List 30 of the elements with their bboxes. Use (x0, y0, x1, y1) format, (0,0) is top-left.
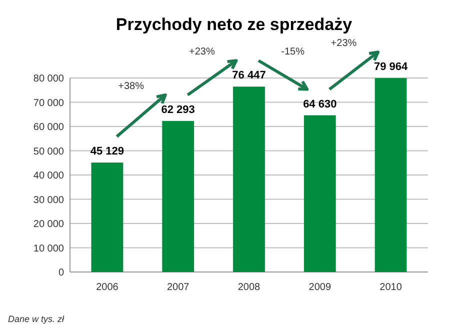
bar (91, 162, 124, 272)
bar (233, 86, 265, 272)
text: +23% (189, 46, 215, 58)
y-tick-label: 60 000 (33, 122, 64, 133)
y-tick-label: 30 000 (33, 194, 64, 206)
data-label: 45 129 (90, 146, 124, 158)
y-tick-label: 40 000 (33, 170, 64, 182)
bar (304, 115, 336, 272)
data-label: 76 447 (232, 70, 266, 82)
annotation: +38% (118, 80, 144, 92)
y-tick-label: 0 (58, 268, 64, 278)
y-tick-label: 20 000 (33, 219, 64, 230)
y-tick-label: 10 000 (33, 243, 64, 254)
data-label: 79 964 (374, 61, 408, 74)
bar (374, 78, 407, 272)
text: +23% (330, 38, 357, 50)
bar (162, 120, 194, 272)
y-tick-label: 80 000 (33, 74, 64, 84)
text: -15% (281, 46, 305, 58)
y-tick-label: 50 000 (33, 146, 64, 158)
x-tick-label: 2007 (166, 282, 190, 293)
text: Dane w tys. zł (8, 314, 66, 324)
x-tick-label: 2006 (96, 282, 119, 293)
x-tick-label: 2009 (308, 282, 332, 293)
chart-title: Przychody neto ze sprzedaży (116, 15, 353, 34)
data-label: 62 293 (161, 104, 195, 116)
x-tick-label: 2010 (380, 282, 402, 293)
data-label: 64 630 (303, 98, 337, 110)
x-tick-label: 2008 (238, 282, 261, 293)
y-tick-label: 70 000 (33, 98, 64, 109)
